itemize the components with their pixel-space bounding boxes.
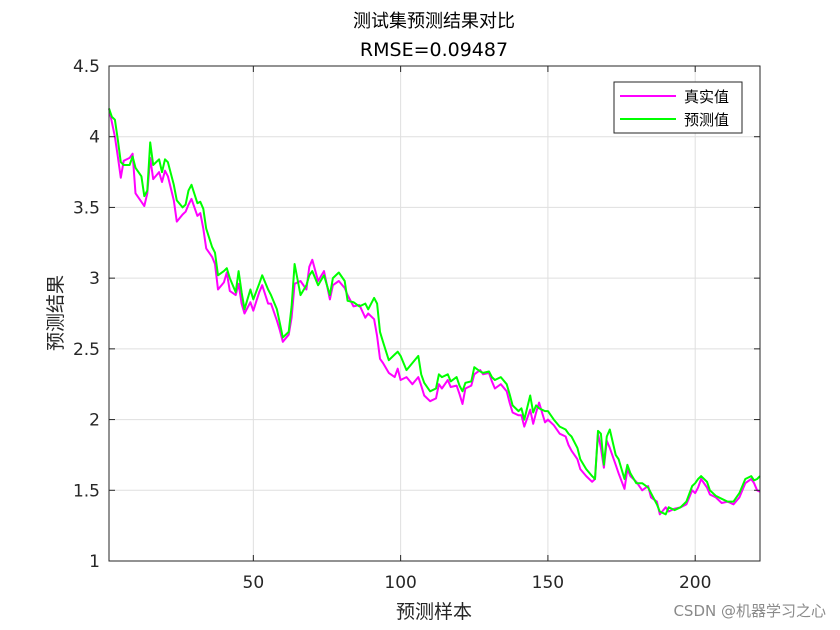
- y-tick-label: 1: [89, 552, 100, 572]
- series-line-true-value: [108, 108, 761, 516]
- x-tick-label: 200: [679, 573, 711, 593]
- x-tick-label: 50: [243, 573, 265, 593]
- chart-subtitle: RMSE=0.09487: [360, 39, 508, 61]
- plot-area: [109, 66, 760, 561]
- x-axis-label: 预测样本: [396, 601, 472, 623]
- x-tick-label: 150: [532, 573, 564, 593]
- series-line-predicted-value: [108, 108, 761, 516]
- y-tick-label: 2: [89, 411, 100, 431]
- y-tick-label: 3: [89, 269, 100, 289]
- plot-frame: [108, 65, 761, 562]
- series-layer: [108, 108, 761, 516]
- y-tick-label: 3.5: [73, 198, 100, 218]
- legend: 真实值 预测值: [613, 81, 743, 134]
- x-tick-label: 100: [384, 573, 416, 593]
- y-tick-label: 2.5: [73, 340, 100, 360]
- y-tick-label: 1.5: [73, 481, 100, 501]
- y-tick-label: 4.5: [73, 57, 100, 77]
- y-tick-label: 4: [89, 128, 100, 148]
- legend-label-true: 真实值: [684, 88, 729, 106]
- y-axis-label: 预测结果: [45, 275, 67, 351]
- watermark: CSDN @机器学习之心: [673, 602, 826, 620]
- legend-box: [613, 81, 743, 134]
- axis-ticks: 50 100 150 200 1 1.5 2 2.5 3 3.5 4 4.5: [73, 57, 760, 593]
- chart-title: 测试集预测结果对比: [353, 11, 515, 32]
- legend-label-pred: 预测值: [684, 111, 729, 129]
